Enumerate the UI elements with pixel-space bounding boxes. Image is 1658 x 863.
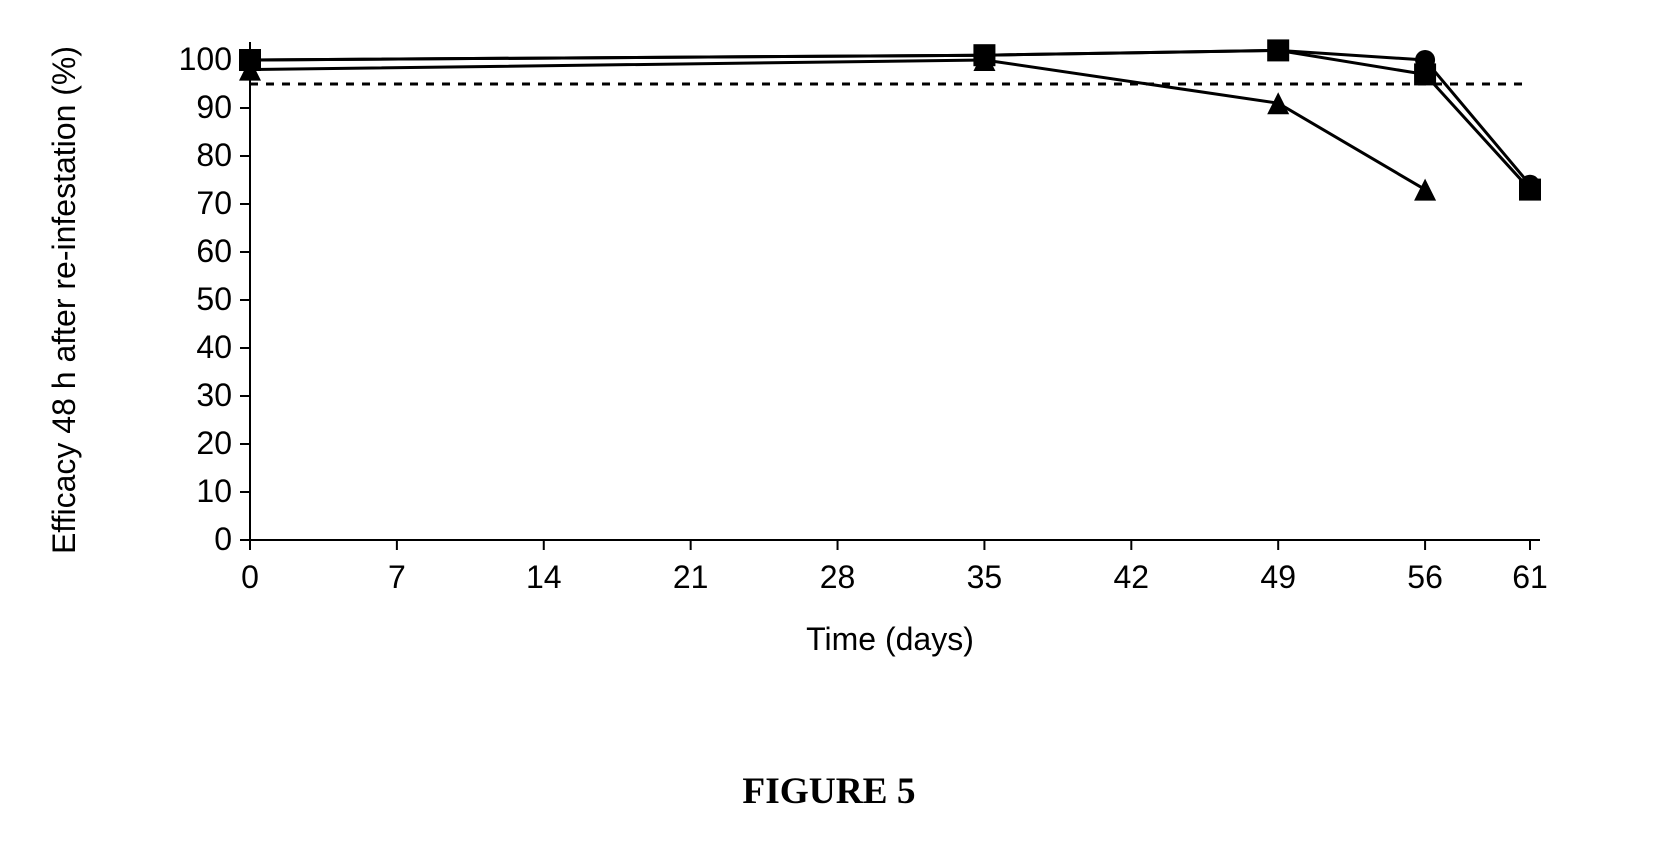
x-tick-label: 28 (820, 559, 856, 595)
series-circle-line (250, 50, 1530, 184)
x-tick-label: 0 (241, 559, 259, 595)
efficacy-chart: 0 10 20 30 40 50 60 70 80 90 100 0 7 14 21 28 35 42 49 56 61… (0, 0, 1658, 730)
series-triangle-marker (1414, 179, 1436, 201)
x-tick-label: 21 (673, 559, 709, 595)
x-tick-label: 42 (1114, 559, 1150, 595)
y-axis-label: Efficacy 48 h after re-infestation (%) (46, 46, 82, 554)
series-circle-marker (1415, 50, 1435, 70)
y-tick-label: 20 (196, 425, 232, 461)
figure-container: 0 10 20 30 40 50 60 70 80 90 100 0 7 14 21 28 35 42 49 56 61… (0, 0, 1658, 863)
y-tick-label: 90 (196, 89, 232, 125)
series-triangle-line (250, 60, 1425, 190)
y-tick-label: 50 (196, 281, 232, 317)
y-tick-label: 60 (196, 233, 232, 269)
y-tick-label: 100 (179, 41, 232, 77)
x-tick-label: 7 (388, 559, 406, 595)
x-axis-label: Time (days) (806, 621, 974, 657)
x-tick-label: 61 (1512, 559, 1548, 595)
x-tick-label: 14 (526, 559, 562, 595)
y-tick-label: 0 (214, 521, 232, 557)
x-tick-label: 56 (1407, 559, 1443, 595)
figure-caption: FIGURE 5 (0, 770, 1658, 813)
y-tick-label: 40 (196, 329, 232, 365)
y-tick-label: 70 (196, 185, 232, 221)
y-tick-label: 80 (196, 137, 232, 173)
y-tick-label: 30 (196, 377, 232, 413)
series-circle-marker (1520, 175, 1540, 195)
y-tick-label: 10 (196, 473, 232, 509)
x-tick-label: 49 (1260, 559, 1296, 595)
series-square-line (250, 50, 1530, 189)
series-circle-marker (1268, 40, 1288, 60)
x-tick-label: 35 (967, 559, 1003, 595)
